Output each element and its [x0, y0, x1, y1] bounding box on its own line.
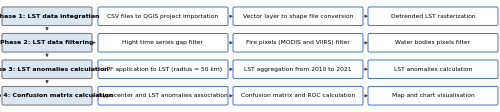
Text: LST anomalies calculation: LST anomalies calculation [394, 67, 472, 72]
Text: Detrended LST rasterization: Detrended LST rasterization [390, 14, 476, 19]
Text: Phase 3: LST anomalies calculation: Phase 3: LST anomalies calculation [0, 67, 109, 72]
FancyBboxPatch shape [368, 33, 498, 52]
Text: LPF application to LST (radius = 50 km): LPF application to LST (radius = 50 km) [104, 67, 222, 72]
Text: Phase 1: LST data integration: Phase 1: LST data integration [0, 14, 99, 19]
Text: CSV files to QGIS project importation: CSV files to QGIS project importation [108, 14, 218, 19]
FancyBboxPatch shape [98, 7, 228, 26]
FancyBboxPatch shape [98, 33, 228, 52]
FancyBboxPatch shape [2, 7, 92, 26]
Text: Map and chart visualisation: Map and chart visualisation [392, 93, 474, 98]
FancyBboxPatch shape [368, 60, 498, 79]
FancyBboxPatch shape [233, 86, 363, 105]
FancyBboxPatch shape [233, 33, 363, 52]
FancyBboxPatch shape [98, 60, 228, 79]
Text: Confusion matrix and ROC calculation: Confusion matrix and ROC calculation [241, 93, 355, 98]
FancyBboxPatch shape [98, 86, 228, 105]
Text: Vector layer to shape file conversion: Vector layer to shape file conversion [243, 14, 353, 19]
FancyBboxPatch shape [233, 7, 363, 26]
Text: Phase 4: Confusion matrix calculation: Phase 4: Confusion matrix calculation [0, 93, 114, 98]
FancyBboxPatch shape [2, 86, 92, 105]
Text: Water bodies pixels filter: Water bodies pixels filter [396, 40, 470, 45]
FancyBboxPatch shape [368, 86, 498, 105]
Text: Fire pixels (MODIS and VIIRS) filter: Fire pixels (MODIS and VIIRS) filter [246, 40, 350, 45]
FancyBboxPatch shape [368, 7, 498, 26]
FancyBboxPatch shape [233, 60, 363, 79]
FancyBboxPatch shape [2, 33, 92, 52]
FancyBboxPatch shape [2, 60, 92, 79]
Text: Hight time series gap filter: Hight time series gap filter [122, 40, 204, 45]
Text: LST aggregation from 2010 to 2021: LST aggregation from 2010 to 2021 [244, 67, 352, 72]
Text: Phase 2: LST data filtering: Phase 2: LST data filtering [0, 40, 94, 45]
Text: hypocenter and LST anomalies association: hypocenter and LST anomalies association [98, 93, 228, 98]
